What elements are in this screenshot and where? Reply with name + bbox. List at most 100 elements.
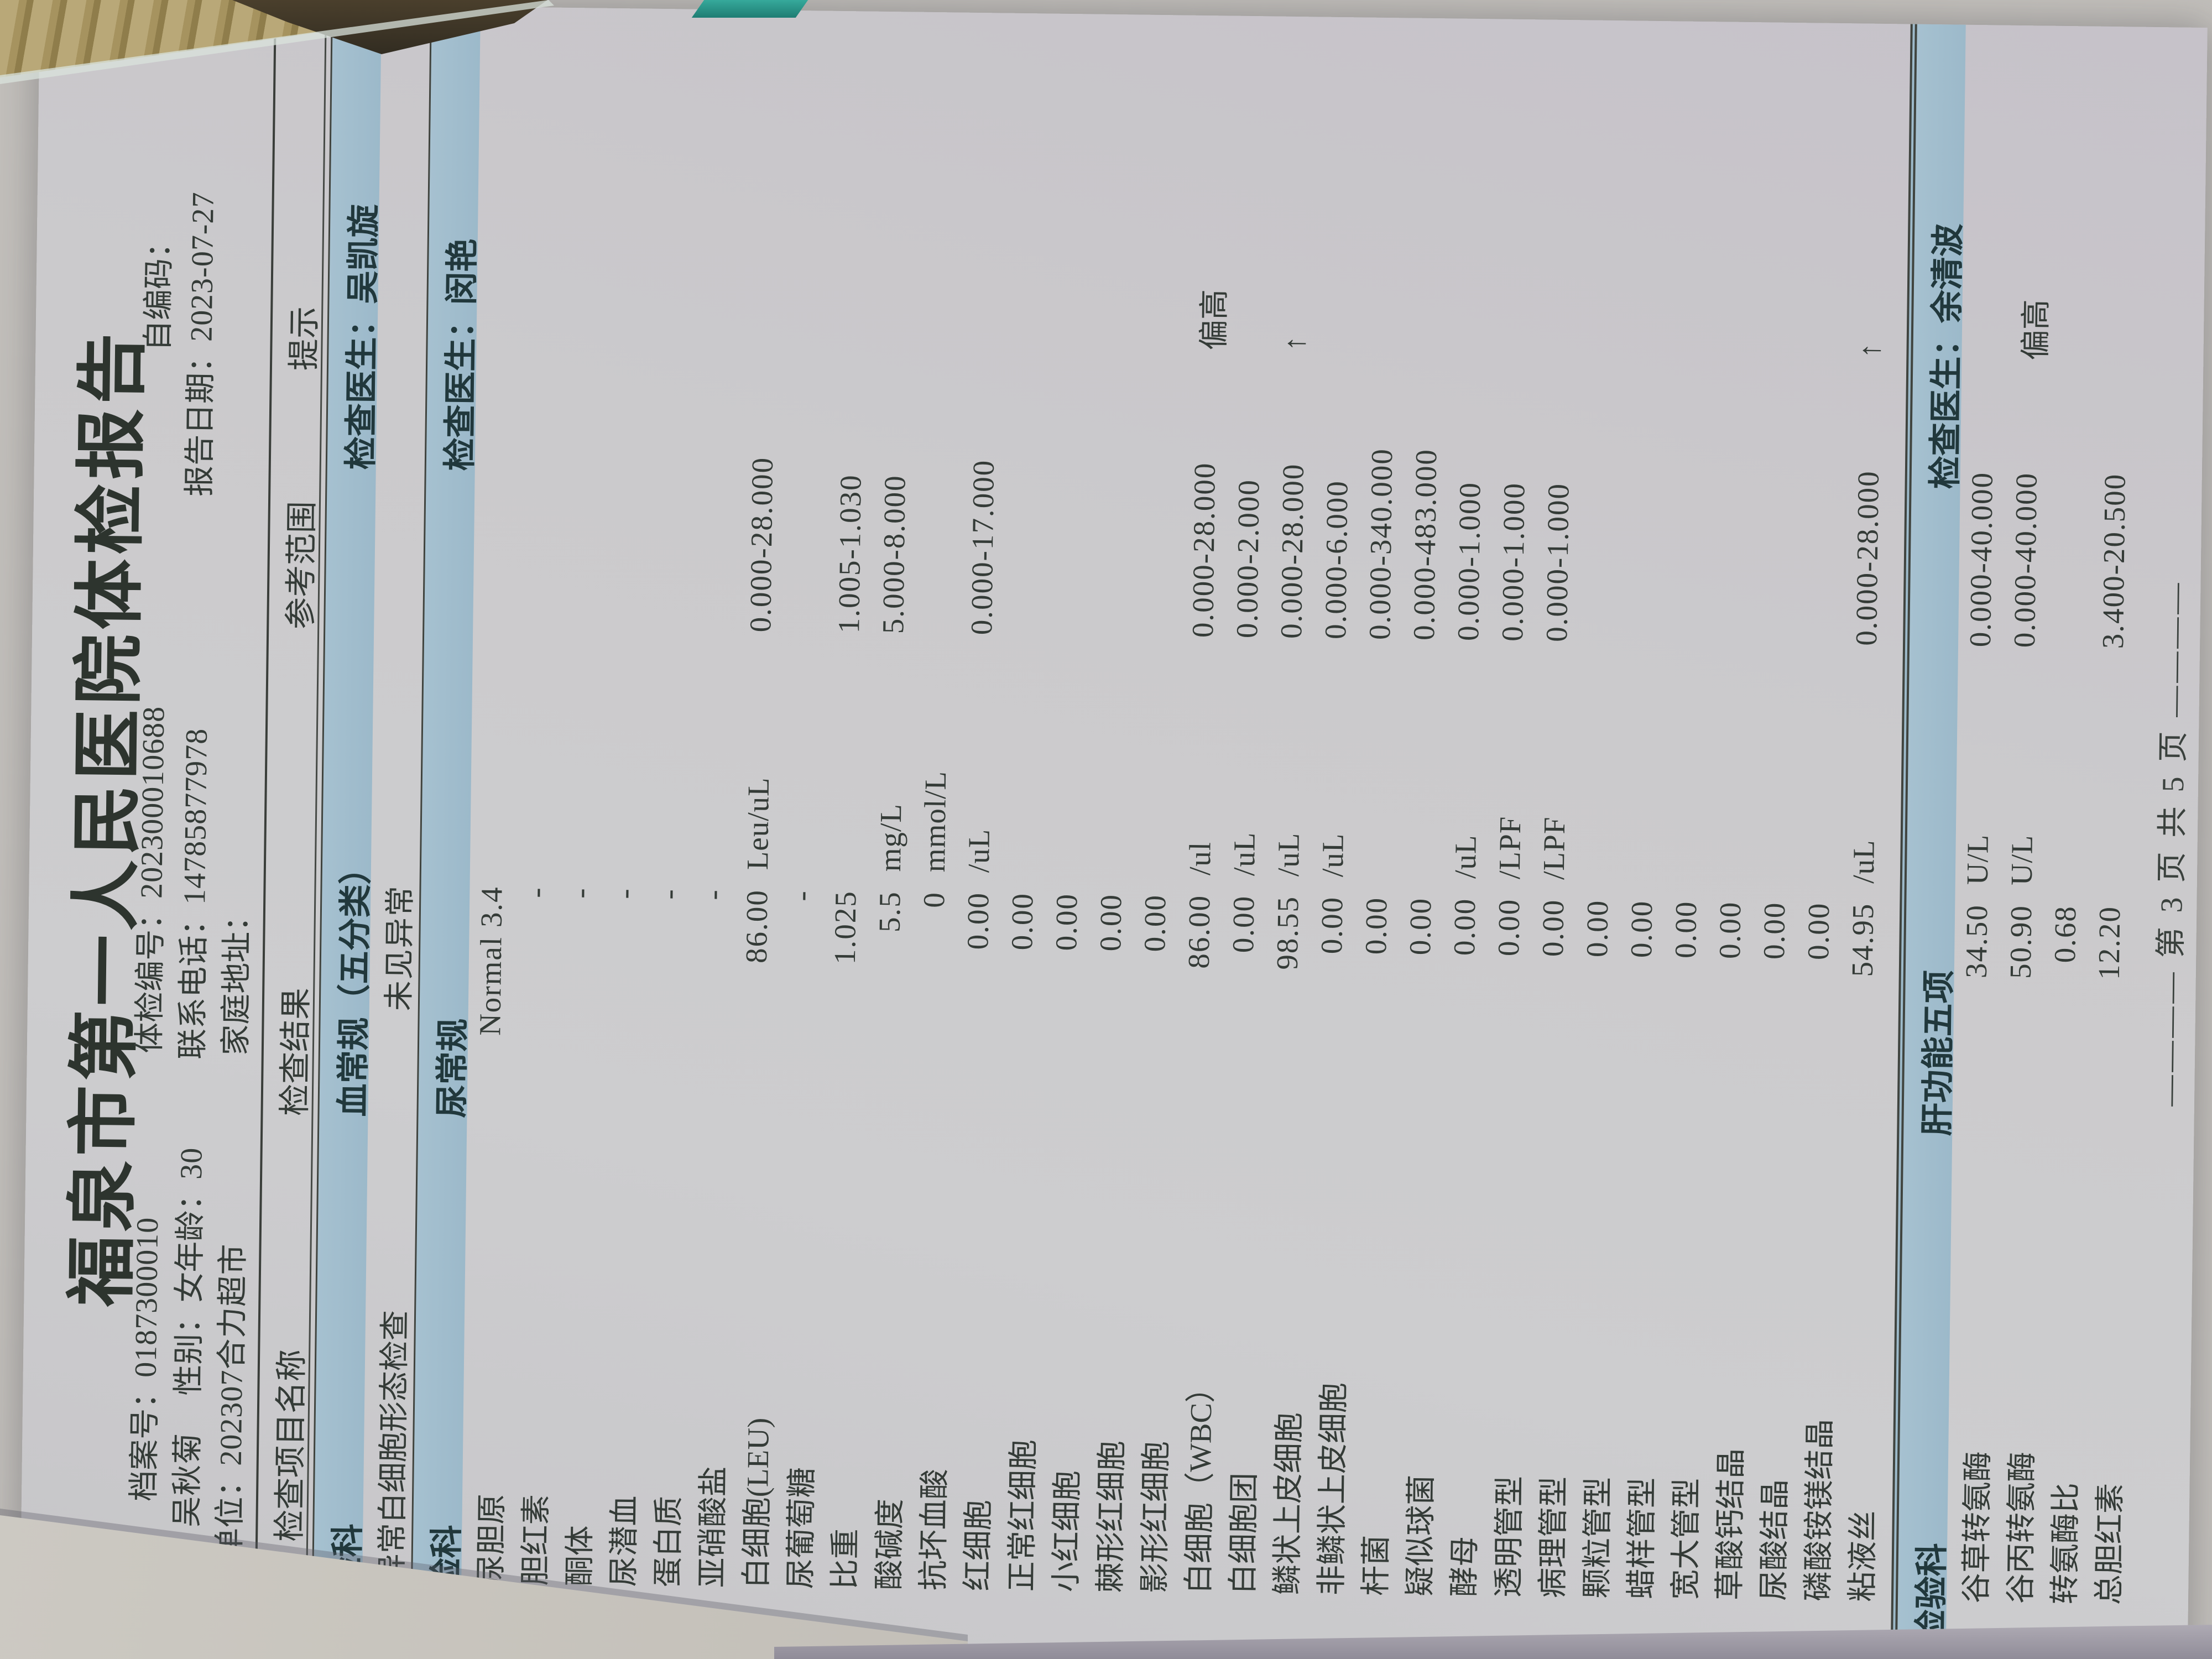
work-unit-value: 202307合力超市 bbox=[213, 1243, 251, 1467]
test-name-cell: 红细胞 bbox=[961, 1499, 996, 1592]
test-name-cell: 棘形红细胞 bbox=[1093, 1440, 1129, 1593]
age-field: 年龄：30 bbox=[165, 1147, 211, 1272]
test-name-cell: 尿潜血 bbox=[607, 1495, 642, 1587]
result-cell: Normal 3.4 bbox=[473, 885, 509, 1036]
column-flag: 提示 bbox=[285, 306, 323, 371]
report-date-value: 2023-07-27 bbox=[184, 191, 221, 342]
reference-range-cell: 0.000-28.000 bbox=[1274, 463, 1311, 639]
result-cell: 未见异常 bbox=[382, 884, 418, 1011]
result-cell: 86.00 bbox=[739, 889, 774, 964]
page-title: 福泉市第一人民医院体检报告 bbox=[62, 328, 153, 1307]
result-cell: 0 bbox=[917, 891, 951, 908]
unit-cell: Leu/uL bbox=[740, 776, 775, 870]
unit-cell: /uL bbox=[1846, 839, 1881, 884]
result-cell: 34.50 bbox=[1959, 904, 1994, 979]
result-cell: 0.00 bbox=[961, 891, 995, 950]
result-cell: 0.00 bbox=[1668, 900, 1703, 959]
test-name-cell: 草酸钙结晶 bbox=[1712, 1448, 1749, 1601]
test-name-cell: 鳞状上皮细胞 bbox=[1270, 1412, 1307, 1595]
abnormal-flag-cell: ↑ bbox=[1853, 342, 1887, 359]
result-cell: 86.00 bbox=[1181, 894, 1217, 969]
gender-value: 女 bbox=[173, 1271, 208, 1303]
test-name-cell: 尿酸结晶 bbox=[1756, 1479, 1792, 1601]
result-cell: 0.00 bbox=[1359, 896, 1394, 955]
result-cell: 0.00 bbox=[1314, 896, 1349, 954]
test-name-cell: 透明管型 bbox=[1491, 1475, 1527, 1598]
result-cell: - bbox=[651, 888, 686, 900]
age-label: 年龄： bbox=[173, 1179, 209, 1273]
exam-no-field: 体检编号：202300010688 bbox=[124, 706, 174, 1053]
result-cell: 0.00 bbox=[1005, 892, 1040, 951]
exam-no-value: 202300010688 bbox=[134, 706, 171, 899]
result-cell: 0.00 bbox=[1447, 898, 1482, 956]
abnormal-flag-cell: ↑ bbox=[1277, 336, 1312, 352]
exam-no-label: 体检编号： bbox=[132, 898, 169, 1054]
unit-cell: /ul bbox=[1182, 841, 1217, 876]
test-name-cell: 抗坏血酸 bbox=[916, 1468, 952, 1591]
reference-range-cell: 1.005-1.030 bbox=[832, 473, 868, 634]
result-cell: 0.00 bbox=[1536, 899, 1571, 957]
result-cell: - bbox=[696, 888, 730, 900]
test-name-cell: 磷酸铵镁结晶 bbox=[1801, 1418, 1837, 1602]
archive-no-label: 档案号： bbox=[127, 1377, 163, 1502]
selfcode-label: 自编码： bbox=[141, 227, 178, 352]
test-name-cell: 谷丙转氨酶 bbox=[2003, 1451, 2039, 1604]
test-name-cell: 蜡样管型 bbox=[1624, 1477, 1660, 1600]
reference-range-cell: 0.000-1.000 bbox=[1451, 481, 1487, 641]
result-cell: 0.00 bbox=[1049, 893, 1084, 951]
reference-range-cell: 0.000-28.000 bbox=[1849, 469, 1885, 646]
test-name-cell: 酵母 bbox=[1447, 1536, 1482, 1598]
test-name-cell: 谷草转氨酶 bbox=[1959, 1451, 1995, 1604]
test-name-cell: 白细胞(LEU) bbox=[739, 1417, 775, 1589]
test-name-cell: 影形红细胞 bbox=[1138, 1441, 1173, 1594]
result-cell: 12.20 bbox=[2091, 905, 2127, 980]
result-cell: 0.00 bbox=[1757, 901, 1792, 960]
test-name-cell: 亚硝酸盐 bbox=[695, 1465, 731, 1588]
test-name-cell: 杆菌 bbox=[1358, 1535, 1394, 1597]
test-name-cell: 正常红细胞 bbox=[1005, 1439, 1041, 1592]
unit-cell: U/L bbox=[1960, 834, 1995, 885]
result-cell: 0.00 bbox=[1138, 894, 1172, 952]
unit-cell: /uL bbox=[1315, 833, 1350, 878]
test-name-cell: 转氨酶比 bbox=[2047, 1482, 2083, 1605]
unit-cell: /LPF bbox=[1492, 816, 1527, 880]
reference-range-cell: 3.400-20.500 bbox=[2096, 473, 2132, 649]
test-name-cell: 蛋白质 bbox=[651, 1495, 686, 1588]
result-cell: 0.00 bbox=[1491, 898, 1526, 957]
result-cell: 98.55 bbox=[1270, 895, 1305, 971]
result-cell: 5.5 bbox=[872, 890, 907, 933]
result-cell: - bbox=[563, 886, 597, 899]
result-cell: 1.025 bbox=[827, 890, 863, 965]
age-value: 30 bbox=[174, 1147, 209, 1180]
name-value: 吴秋菊 bbox=[170, 1432, 206, 1528]
unit-cell: /uL bbox=[961, 828, 996, 873]
test-name-cell: 宽大管型 bbox=[1668, 1478, 1704, 1600]
reference-range-cell: 0.000-2.000 bbox=[1230, 478, 1266, 639]
abnormal-flag-cell: 偏高 bbox=[2018, 299, 2053, 361]
result-cell: 0.00 bbox=[1403, 897, 1438, 956]
test-name-cell: 病理管型 bbox=[1535, 1476, 1571, 1599]
column-result: 检查结果 bbox=[276, 987, 315, 1117]
home-address-field: 家庭地址： bbox=[211, 900, 257, 1056]
result-cell: 0.00 bbox=[1093, 893, 1128, 952]
test-name-cell: 异常白细胞形态检查 bbox=[375, 1310, 413, 1584]
test-name-cell: 比重 bbox=[828, 1528, 863, 1590]
result-cell: 50.90 bbox=[2003, 904, 2038, 979]
phone-label: 联系电话： bbox=[175, 904, 212, 1060]
result-cell: 0.00 bbox=[1624, 900, 1659, 958]
column-reference-range: 参考范围 bbox=[283, 500, 321, 630]
archive-no-field: 档案号：0187300010 bbox=[119, 1217, 167, 1501]
reference-range-cell: 0.000-28.000 bbox=[1186, 462, 1222, 638]
result-cell: - bbox=[784, 889, 818, 901]
reference-range-cell: 0.000-17.000 bbox=[964, 459, 1001, 635]
reference-range-cell: 0.000-40.000 bbox=[2007, 472, 2043, 648]
unit-cell: mmol/L bbox=[917, 770, 953, 873]
unit-cell: /uL bbox=[1448, 834, 1483, 879]
test-name-cell: 白细胞团 bbox=[1226, 1472, 1261, 1595]
report-date-field: 报告日期：2023-07-27 bbox=[174, 191, 223, 497]
home-address-label: 家庭地址： bbox=[218, 900, 255, 1056]
report-date-label: 报告日期： bbox=[182, 341, 219, 497]
result-cell: 0.00 bbox=[1713, 901, 1747, 959]
column-item-name: 检查项目名称 bbox=[272, 1349, 310, 1542]
